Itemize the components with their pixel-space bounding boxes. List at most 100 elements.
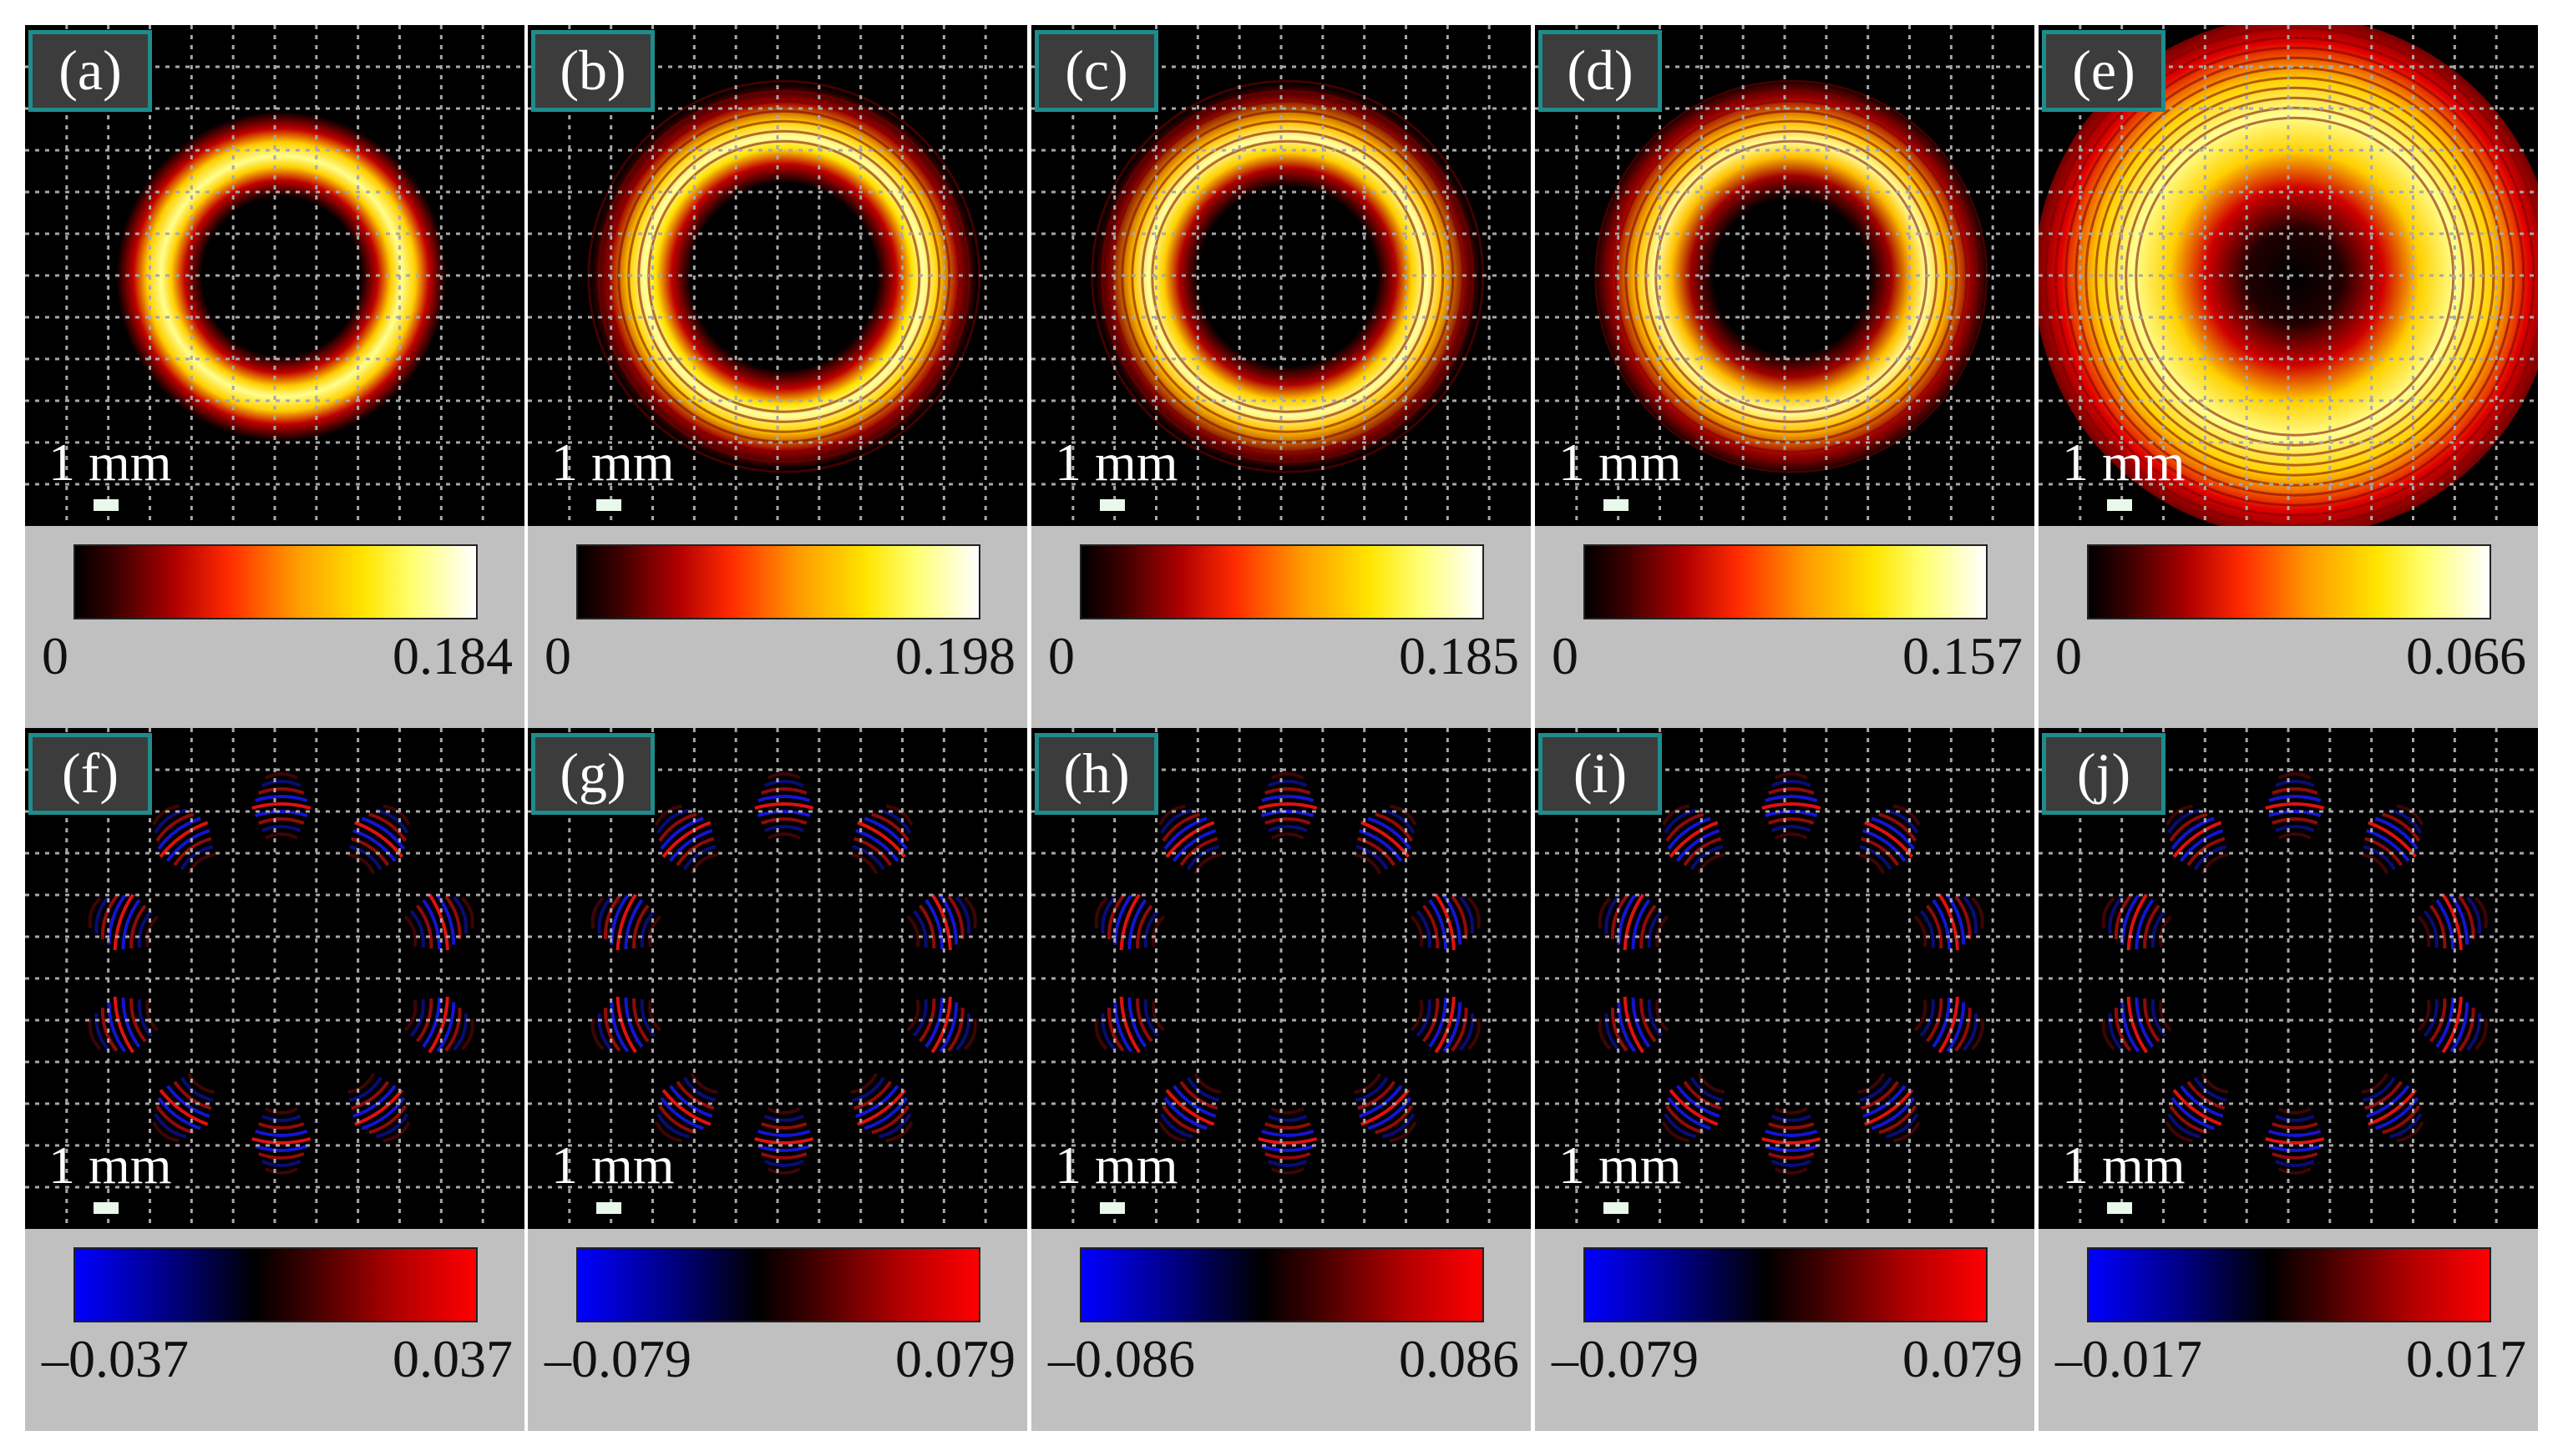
fringe-stripe	[632, 998, 650, 1043]
fringe-stripe	[2458, 1007, 2475, 1052]
fringe-stripe	[2429, 904, 2447, 949]
fringe-stripe	[173, 1080, 212, 1110]
colorbar	[1583, 544, 1988, 619]
fringe-stripe	[2466, 1013, 2482, 1051]
fringe-stripe	[912, 998, 928, 1038]
fringe-stripe	[145, 999, 160, 1032]
fringe-stripe	[1375, 1105, 1414, 1135]
panel-label: (i)	[1538, 733, 1662, 815]
fringe-stripe	[251, 1137, 312, 1145]
fringe-stripe	[155, 1105, 195, 1135]
field-lobe	[347, 1072, 411, 1143]
colorbar	[73, 544, 478, 619]
fringe-stripe	[1611, 895, 1629, 940]
field-lobe	[1598, 996, 1669, 1054]
fringe-stripe	[640, 909, 656, 948]
fringe-stripe	[2274, 1160, 2315, 1167]
colorbar-min-label: –0.037	[42, 1329, 189, 1388]
field-lobe	[2265, 1107, 2325, 1175]
fringe-stripe	[1367, 816, 1412, 850]
fringe-stripe	[1639, 998, 1657, 1043]
fringe-stripe	[767, 832, 801, 840]
fringe-stripe	[1357, 837, 1396, 867]
fringe-stripe	[854, 1080, 893, 1110]
fringe-stripe	[1107, 895, 1125, 940]
fringe-stripe	[101, 1007, 119, 1052]
fringe-stripe	[2374, 816, 2419, 850]
fringe-stripe	[1270, 1107, 1304, 1115]
fringe-stripe	[754, 1137, 814, 1145]
fringe-stripe	[604, 1007, 621, 1052]
fringe-stripe	[2382, 1105, 2421, 1135]
field-lobe	[88, 996, 160, 1054]
field-lobe	[1761, 772, 1821, 840]
fringe-stripe	[1857, 852, 1886, 875]
fringe-stripe	[261, 1115, 301, 1122]
fringe-stripe	[2193, 845, 2227, 871]
fringe-stripe	[1101, 896, 1117, 934]
fringe-stripe	[2458, 895, 2475, 940]
field-lobe	[1913, 893, 1984, 951]
colorbar-max-label: 0.086	[1399, 1329, 1519, 1388]
fringe-stripe	[1258, 802, 1318, 810]
field-lobe	[1094, 996, 1166, 1054]
scale-bar	[1603, 1202, 1629, 1214]
fringe-stripe	[682, 845, 717, 871]
fringe-stripe	[964, 897, 977, 929]
colorbar-max-label: 0.198	[895, 626, 1016, 685]
colorbar-max-label: 0.037	[393, 1329, 513, 1388]
fringe-stripe	[1136, 904, 1153, 949]
scale-label: 1 mm	[1055, 432, 1178, 492]
fringe-stripe	[436, 1002, 456, 1053]
fringe-stripe	[1261, 795, 1314, 802]
colorbar-min-label: 0	[1552, 626, 1578, 685]
fringe-stripe	[2417, 999, 2431, 1032]
fringe-stripe	[258, 1152, 305, 1160]
fringe-stripe	[368, 1105, 408, 1135]
fringe-stripe	[763, 780, 804, 787]
fringe-stripe	[1264, 1122, 1311, 1130]
field-lobe	[403, 996, 474, 1054]
fringe-stripe	[767, 772, 801, 780]
field-lobe	[1354, 804, 1417, 875]
fringe-stripe	[2101, 897, 2115, 929]
field-lobe	[1410, 996, 1481, 1054]
fringe-stripe	[1655, 999, 1669, 1032]
fringe-stripe	[154, 808, 187, 834]
fringe-stripe	[1937, 996, 1959, 1054]
colorbar-max-label: 0.079	[1902, 1329, 2023, 1388]
fringe-stripe	[1416, 998, 1431, 1038]
fringe-stripe	[416, 904, 433, 949]
fringe-stripe	[658, 812, 697, 842]
fringe-stripe	[2108, 896, 2124, 934]
fringe-stripe	[1428, 898, 1448, 950]
fringe-stripe	[648, 915, 662, 948]
fringe-stripe	[2165, 1121, 2193, 1143]
fringe-stripe	[137, 998, 153, 1038]
intensity-map	[1031, 25, 1531, 526]
scale-bar	[2107, 1202, 2132, 1214]
fringe-stripe	[660, 816, 704, 850]
scale-label: 1 mm	[1558, 432, 1682, 492]
field-lobe	[2417, 893, 2488, 951]
fringe-stripe	[1459, 896, 1475, 934]
fringe-stripe	[1664, 1113, 1697, 1139]
fringe-stripe	[255, 810, 308, 817]
colorbar-min-label: 0	[1048, 626, 1075, 685]
fringe-stripe	[2108, 1013, 2124, 1051]
fringe-stripe	[1186, 845, 1220, 871]
field-lobe	[152, 1072, 215, 1143]
fringe-stripe	[1158, 804, 1186, 826]
field-lobe	[251, 1107, 312, 1175]
fringe-stripe	[152, 804, 180, 826]
fringe-stripe	[871, 1105, 910, 1135]
intensity-ring	[590, 83, 978, 471]
fringe-stripe	[1669, 1089, 1719, 1126]
fringe-stripe	[854, 837, 893, 867]
fringe-stripe	[444, 1007, 462, 1052]
fringe-stripe	[655, 804, 682, 826]
fringe-stripe	[1459, 1013, 1475, 1051]
field-lobe	[1094, 893, 1166, 951]
fringe-stripe	[906, 915, 920, 948]
fringe-stripe	[1264, 787, 1311, 795]
